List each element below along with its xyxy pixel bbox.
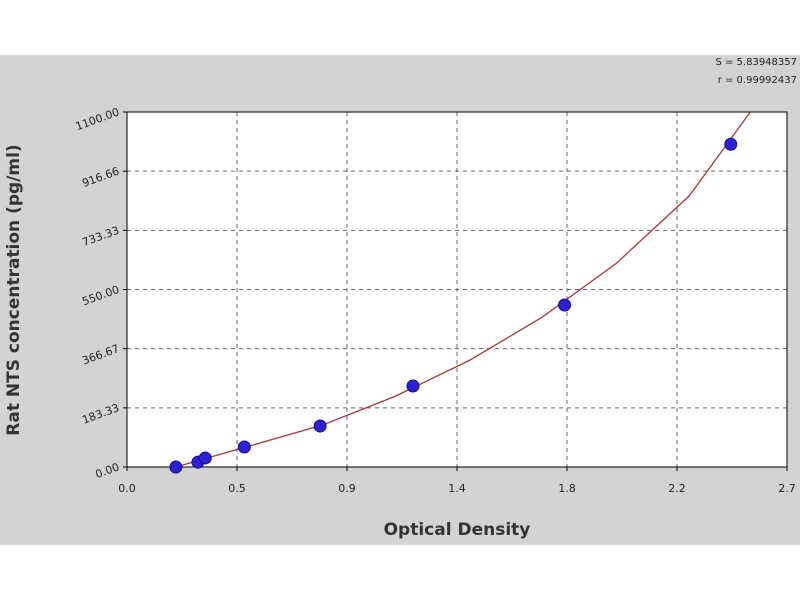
data-point [558, 298, 572, 312]
x-tick-label: 0.0 [118, 482, 136, 495]
x-tick-label: 2.7 [778, 482, 796, 495]
annotation: S = 5.83948357 [715, 57, 797, 68]
x-axis-title: Optical Density [384, 520, 531, 540]
x-tick-label: 0.5 [228, 482, 246, 495]
x-tick-label: 2.2 [668, 482, 686, 495]
x-tick-label: 1.8 [558, 482, 576, 495]
y-axis-title: Rat NTS concentration (pg/ml) [4, 144, 24, 435]
data-point [198, 451, 212, 465]
plot-frame [126, 111, 788, 468]
data-point [313, 419, 327, 433]
x-tick-label: 0.9 [338, 482, 356, 495]
data-point [724, 137, 738, 151]
x-tick-label: 1.4 [448, 482, 466, 495]
data-point [406, 379, 420, 393]
fit-curve [175, 111, 751, 468]
data-point [169, 460, 183, 474]
annotation: r = 0.99992437 [718, 75, 797, 86]
data-point [237, 440, 251, 454]
